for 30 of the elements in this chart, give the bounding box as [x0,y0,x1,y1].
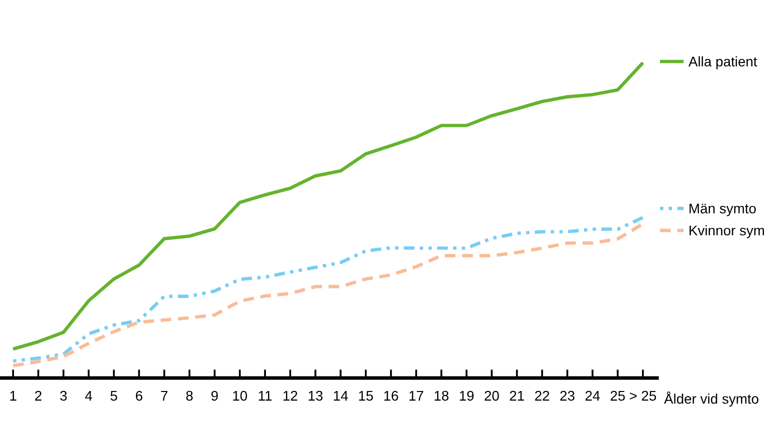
x-tick-label: 10 [233,390,248,401]
x-tick-label: > 25 [630,390,656,401]
x-tick-label: 2 [35,390,42,401]
x-tick-label: 15 [359,391,373,401]
x-tick-label: 8 [186,390,193,401]
legend-label: Alla patient [688,56,758,70]
x-tick-label: 9 [211,390,218,401]
x-tick-label: 12 [284,390,298,401]
x-tick-label: 23 [560,390,574,401]
legend-label: Män symto [690,204,756,216]
x-tick-label: 6 [136,390,142,401]
x-tick-label: 20 [484,390,499,401]
x-tick-label: 21 [510,390,524,401]
legend-label: Kvinnor sym [690,225,764,238]
x-tick-label: 11 [258,391,272,401]
x-tick-label: 13 [308,390,323,401]
x-tick-label: 14 [334,391,348,401]
x-tick-label: 4 [85,391,92,401]
x-tick-label: 19 [460,390,474,401]
x-tick-label: 3 [60,390,67,401]
x-tick-label: 25 [610,390,625,401]
x-tick-label: 24 [585,390,600,401]
x-axis-title: Ålder vid symto [664,391,758,407]
x-tick-label: 7 [161,391,168,401]
x-tick-label: 22 [535,390,550,401]
x-tick-label: 1 [10,391,16,401]
x-tick-label: 17 [410,391,424,401]
x-tick-label: 16 [384,390,398,401]
x-tick-label: 18 [434,390,448,401]
x-tick-label: 5 [110,391,118,401]
